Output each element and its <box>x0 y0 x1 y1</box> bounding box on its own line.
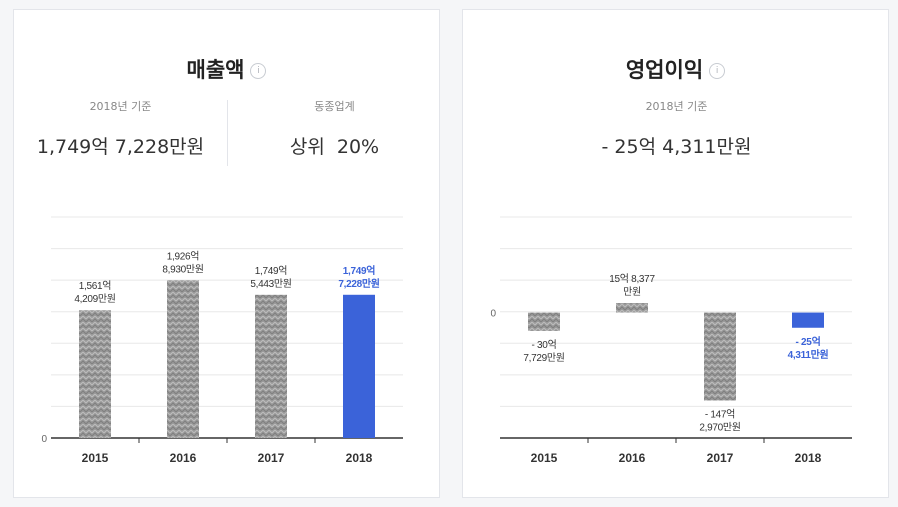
data-label: 1,749억 <box>343 265 376 277</box>
data-label: - 147억 <box>705 409 735 421</box>
data-label: 1,926억 <box>167 250 199 262</box>
data-label: 15억 8,377 <box>609 273 655 285</box>
profit-basis-value: - 25억 4,311만원 <box>601 136 752 158</box>
profit-basis-stat: 2018년 기준 - 25억 4,311만원 <box>463 98 890 159</box>
revenue-basis-label: 2018년 기준 <box>89 100 152 113</box>
y-zero-label: 0 <box>41 434 47 445</box>
profit-title-text: 영업이익 <box>625 58 704 82</box>
x-tick-label: 2016 <box>170 451 197 465</box>
bar <box>79 310 111 438</box>
industry-rank: 상위 <box>289 136 325 158</box>
x-tick-label: 2015 <box>82 451 109 465</box>
x-tick-label: 2017 <box>707 451 734 465</box>
data-label: 4,311만원 <box>788 348 829 361</box>
data-label: 4,209만원 <box>74 293 115 305</box>
x-tick-label: 2018 <box>795 451 822 465</box>
bar <box>704 312 736 401</box>
industry-value: 상위 20% <box>228 132 441 159</box>
info-icon[interactable]: i <box>250 63 267 79</box>
profit-basis-label: 2018년 기준 <box>645 100 708 113</box>
bar <box>792 312 824 328</box>
profit-title: 영업이익 i <box>463 54 888 84</box>
bar <box>167 280 199 438</box>
profit-card: 영업이익 i 2018년 기준 - 25억 4,311만원 0 - 30억 7,729… <box>462 9 889 498</box>
bar <box>255 294 287 438</box>
x-tick-label: 2017 <box>258 451 285 465</box>
stat-divider <box>227 100 228 166</box>
bar <box>528 312 560 331</box>
data-label: 7,228만원 <box>338 277 379 290</box>
data-label: - 30억 <box>532 339 557 351</box>
data-label: 5,443만원 <box>250 278 291 290</box>
y-zero-label: 0 <box>490 309 496 320</box>
revenue-title-text: 매출액 <box>186 58 245 82</box>
industry-label: 동종업계 <box>314 100 355 113</box>
data-label: 7,729만원 <box>523 352 564 364</box>
data-label: 1,561억 <box>79 280 111 292</box>
data-label: 만원 <box>623 286 641 298</box>
bar <box>343 294 375 438</box>
bar <box>616 303 648 313</box>
x-tick-label: 2016 <box>619 451 646 465</box>
data-label: - 25억 <box>796 336 821 348</box>
revenue-basis-value: 1,749억 7,228만원 <box>36 136 205 158</box>
revenue-basis-stat: 2018년 기준 1,749억 7,228만원 <box>14 98 227 159</box>
industry-percent: 20% <box>336 136 380 158</box>
industry-stat: 동종업계 상위 20% <box>228 98 441 159</box>
info-icon[interactable]: i <box>709 63 726 79</box>
x-tick-label: 2018 <box>346 451 373 465</box>
revenue-title: 매출액 i <box>14 54 439 84</box>
data-label: 8,930만원 <box>162 263 203 275</box>
x-tick-label: 2015 <box>531 451 558 465</box>
data-label: 2,970만원 <box>699 422 740 434</box>
data-label: 1,749억 <box>255 265 287 277</box>
revenue-card: 매출액 i 2018년 기준 1,749억 7,228만원 동종업계 상위 20% … <box>13 9 440 498</box>
